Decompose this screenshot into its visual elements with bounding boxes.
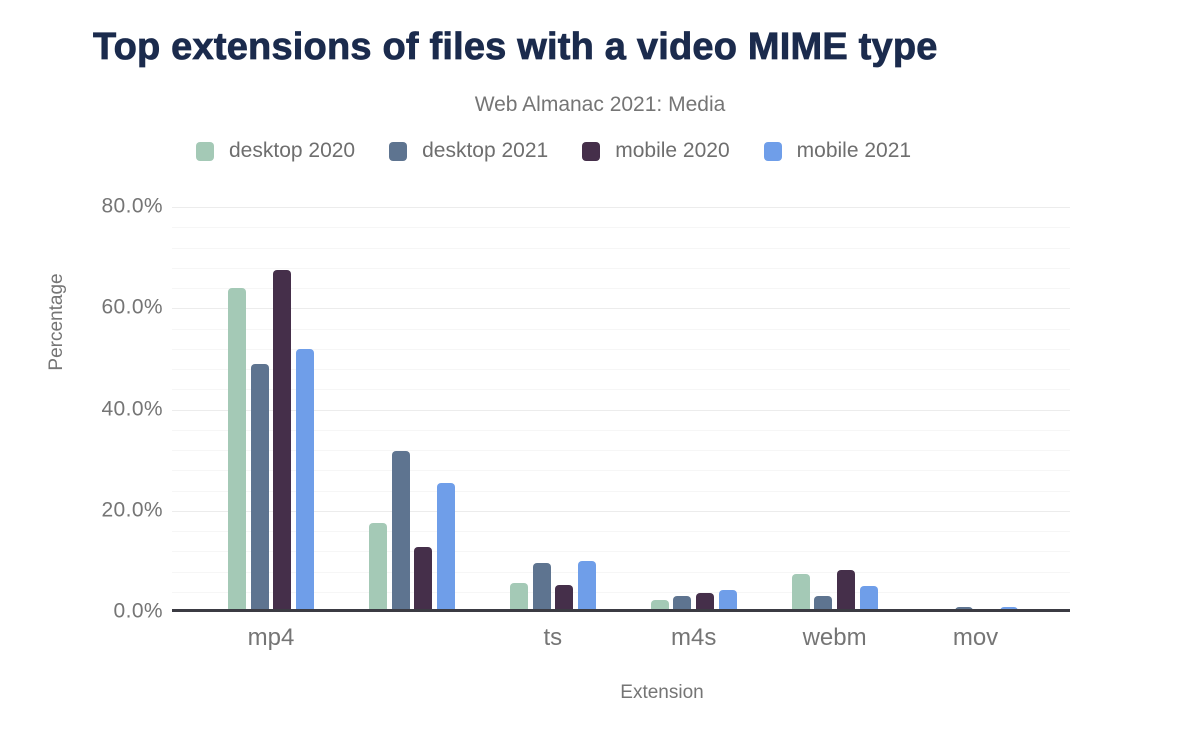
bar-mp4-desktop-2020 [228, 288, 247, 612]
bar-ts-mobile-2020 [555, 585, 574, 612]
bar-mp4-desktop-2021 [250, 364, 269, 612]
gridline [172, 510, 1070, 512]
gridline [172, 409, 1070, 411]
legend-swatch-icon [582, 141, 601, 161]
bar-blank-mobile-2020 [414, 547, 433, 612]
gridline [172, 429, 1070, 431]
gridline [172, 267, 1070, 269]
x-tick-label-mp4: mp4 [247, 624, 295, 651]
gridline [172, 531, 1070, 533]
bar-m4s-mobile-2020 [696, 593, 714, 612]
gridline [172, 490, 1070, 492]
bar-ts-desktop-2021 [532, 563, 551, 612]
y-tick-label: 20.0% [101, 498, 163, 522]
bar-mp4-mobile-2021 [295, 349, 314, 612]
legend-item-mobile-2020: mobile 2020 [582, 139, 730, 163]
x-axis-title: Extension [620, 682, 704, 703]
y-tick-label: 0.0% [113, 599, 163, 623]
legend-item-desktop-2020: desktop 2020 [196, 139, 355, 163]
bar-blank-mobile-2021 [436, 483, 455, 612]
gridline [172, 450, 1070, 452]
x-axis-line [172, 609, 1070, 612]
gridline [172, 227, 1070, 229]
bar-m4s-mobile-2021 [718, 590, 737, 612]
gridline [172, 308, 1070, 310]
legend-swatch-icon [763, 141, 782, 161]
chart-subtitle: Web Almanac 2021: Media [474, 93, 726, 116]
bar-m4s-desktop-2021 [673, 596, 692, 612]
legend-label: desktop 2020 [229, 139, 356, 162]
y-axis-title: Percentage [46, 273, 67, 371]
gridline [172, 470, 1070, 472]
gridline [172, 551, 1070, 553]
legend-label: desktop 2021 [422, 139, 549, 162]
legend-label: mobile 2020 [615, 139, 730, 162]
legend: desktop 2020 desktop 2021 mobile 2020 mobil… [196, 139, 911, 163]
gridline [172, 571, 1070, 573]
x-tick-label-mov: mov [952, 624, 999, 651]
gridline [172, 369, 1070, 371]
y-tick-label: 40.0% [101, 397, 163, 421]
gridline [172, 207, 1070, 209]
bar-webm-mobile-2020 [836, 570, 855, 612]
gridline [172, 247, 1070, 249]
bar-webm-mobile-2021 [859, 586, 878, 612]
gridline [172, 389, 1070, 391]
bar-blank-desktop-2020 [369, 523, 387, 612]
x-tick-label-m4s: m4s [671, 624, 717, 651]
legend-label: mobile 2021 [796, 139, 912, 162]
bar-ts-desktop-2020 [509, 583, 528, 612]
gridline [172, 328, 1070, 330]
gridline [172, 288, 1070, 290]
legend-swatch-icon [196, 141, 214, 161]
bar-ts-mobile-2021 [577, 561, 596, 612]
bar-mp4-mobile-2020 [273, 270, 292, 612]
bar-blank-desktop-2021 [391, 451, 410, 612]
gridline [172, 348, 1070, 350]
y-tick-label: 80.0% [101, 194, 163, 218]
legend-item-desktop-2021: desktop 2021 [389, 139, 548, 163]
y-tick-label: 60.0% [101, 295, 163, 319]
legend-swatch-icon [389, 141, 408, 161]
bar-webm-desktop-2020 [791, 574, 810, 612]
gridline [172, 591, 1070, 593]
x-tick-label-webm: webm [802, 624, 867, 651]
x-tick-label-ts: ts [543, 624, 563, 651]
legend-item-mobile-2021: mobile 2021 [763, 139, 912, 163]
bar-webm-desktop-2021 [814, 596, 833, 612]
chart-title: Top extensions of files with a video MIM… [93, 26, 938, 69]
